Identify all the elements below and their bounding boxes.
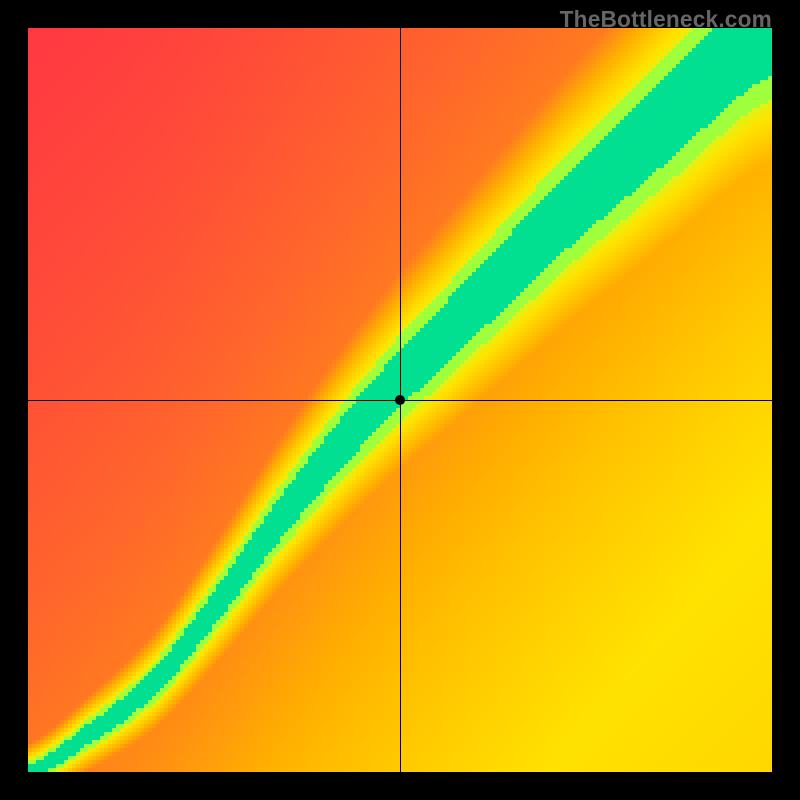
crosshair-center-dot (395, 395, 405, 405)
chart-frame: TheBottleneck.com (0, 0, 800, 800)
watermark-label: TheBottleneck.com (560, 6, 772, 33)
